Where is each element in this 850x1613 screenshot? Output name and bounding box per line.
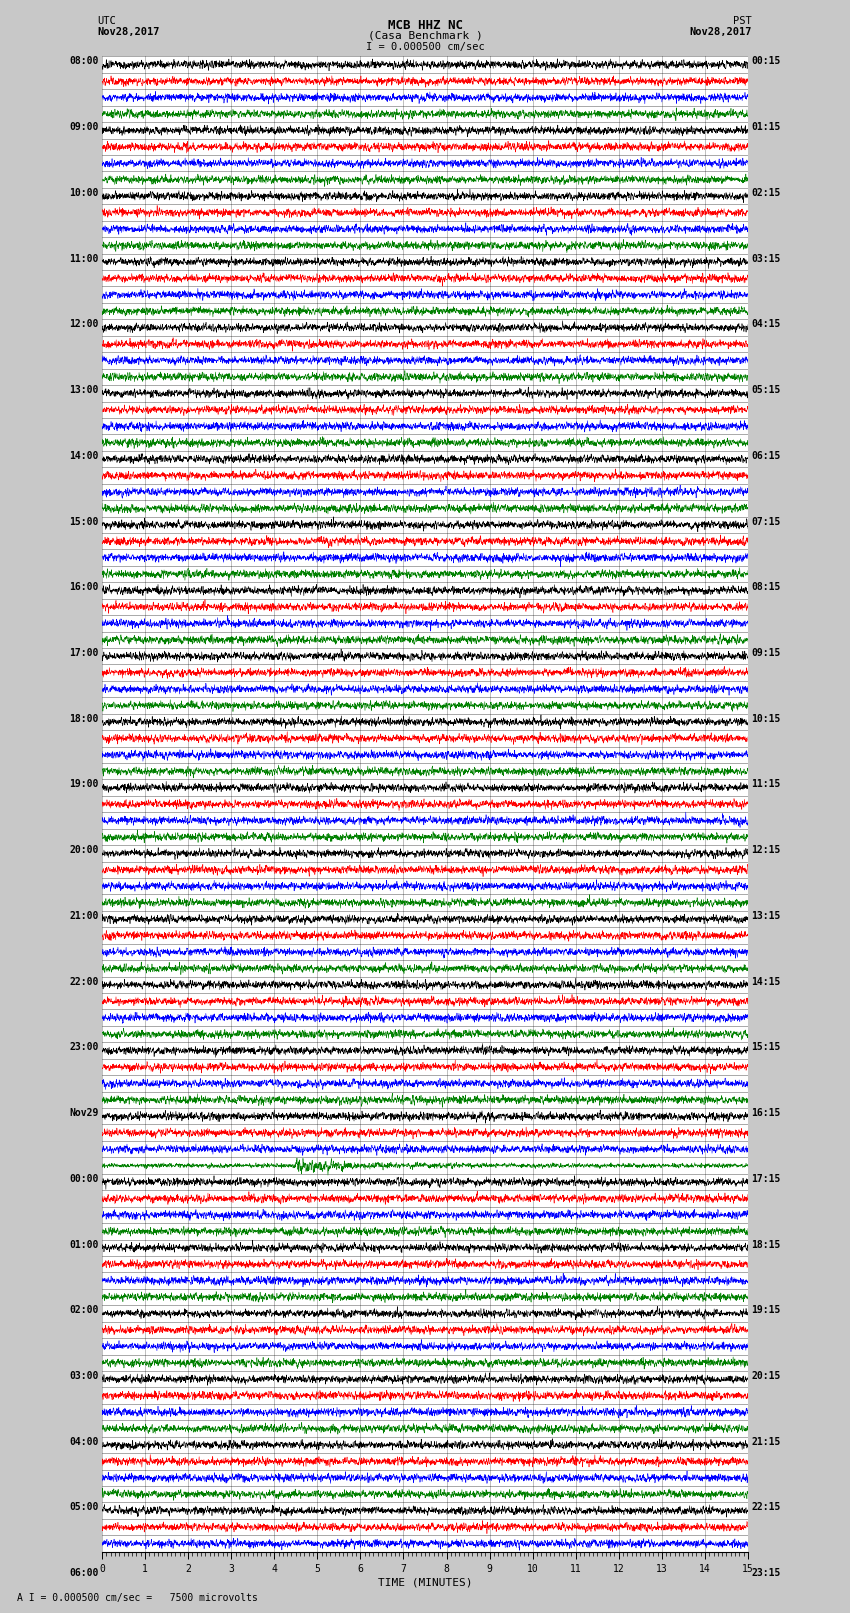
Text: 04:15: 04:15	[751, 319, 780, 329]
Text: 08:00: 08:00	[70, 56, 99, 66]
Text: Nov28,2017: Nov28,2017	[689, 27, 752, 37]
Text: 18:00: 18:00	[70, 713, 99, 724]
Text: 22:15: 22:15	[751, 1502, 780, 1513]
Text: 15:00: 15:00	[70, 516, 99, 526]
Text: 21:00: 21:00	[70, 911, 99, 921]
Text: 23:00: 23:00	[70, 1042, 99, 1052]
Text: 06:15: 06:15	[751, 450, 780, 461]
Text: 20:15: 20:15	[751, 1371, 780, 1381]
Text: 14:15: 14:15	[751, 976, 780, 987]
Text: 06:00: 06:00	[70, 1568, 99, 1578]
Text: 22:00: 22:00	[70, 976, 99, 987]
Text: 14:00: 14:00	[70, 450, 99, 461]
Text: (Casa Benchmark ): (Casa Benchmark )	[367, 31, 483, 40]
Text: 11:15: 11:15	[751, 779, 780, 789]
Text: 10:15: 10:15	[751, 713, 780, 724]
Text: 09:00: 09:00	[70, 123, 99, 132]
Text: 16:15: 16:15	[751, 1108, 780, 1118]
Text: 03:15: 03:15	[751, 253, 780, 263]
Text: 01:15: 01:15	[751, 123, 780, 132]
Text: UTC: UTC	[98, 16, 116, 26]
Text: 15:15: 15:15	[751, 1042, 780, 1052]
Text: I = 0.000500 cm/sec: I = 0.000500 cm/sec	[366, 42, 484, 52]
Text: MCB HHZ NC: MCB HHZ NC	[388, 19, 462, 32]
Text: 17:15: 17:15	[751, 1174, 780, 1184]
Text: 23:15: 23:15	[751, 1568, 780, 1578]
Text: Nov29: Nov29	[70, 1108, 99, 1118]
Text: 07:15: 07:15	[751, 516, 780, 526]
Text: 08:15: 08:15	[751, 582, 780, 592]
Text: 12:00: 12:00	[70, 319, 99, 329]
Text: PST: PST	[734, 16, 752, 26]
Text: 20:00: 20:00	[70, 845, 99, 855]
Text: 10:00: 10:00	[70, 187, 99, 198]
Text: 03:00: 03:00	[70, 1371, 99, 1381]
Text: 00:00: 00:00	[70, 1174, 99, 1184]
Text: 09:15: 09:15	[751, 648, 780, 658]
Text: 05:15: 05:15	[751, 386, 780, 395]
Text: 13:15: 13:15	[751, 911, 780, 921]
Text: 02:00: 02:00	[70, 1305, 99, 1315]
Text: 01:00: 01:00	[70, 1239, 99, 1250]
Text: Nov28,2017: Nov28,2017	[98, 27, 161, 37]
Text: 02:15: 02:15	[751, 187, 780, 198]
Text: 13:00: 13:00	[70, 386, 99, 395]
Text: 19:15: 19:15	[751, 1305, 780, 1315]
Text: 18:15: 18:15	[751, 1239, 780, 1250]
Text: 05:00: 05:00	[70, 1502, 99, 1513]
X-axis label: TIME (MINUTES): TIME (MINUTES)	[377, 1578, 473, 1587]
Text: 12:15: 12:15	[751, 845, 780, 855]
Text: A I = 0.000500 cm/sec =   7500 microvolts: A I = 0.000500 cm/sec = 7500 microvolts	[17, 1594, 258, 1603]
Text: 11:00: 11:00	[70, 253, 99, 263]
Text: 21:15: 21:15	[751, 1437, 780, 1447]
Text: 16:00: 16:00	[70, 582, 99, 592]
Text: 17:00: 17:00	[70, 648, 99, 658]
Text: 00:15: 00:15	[751, 56, 780, 66]
Text: 04:00: 04:00	[70, 1437, 99, 1447]
Text: 19:00: 19:00	[70, 779, 99, 789]
